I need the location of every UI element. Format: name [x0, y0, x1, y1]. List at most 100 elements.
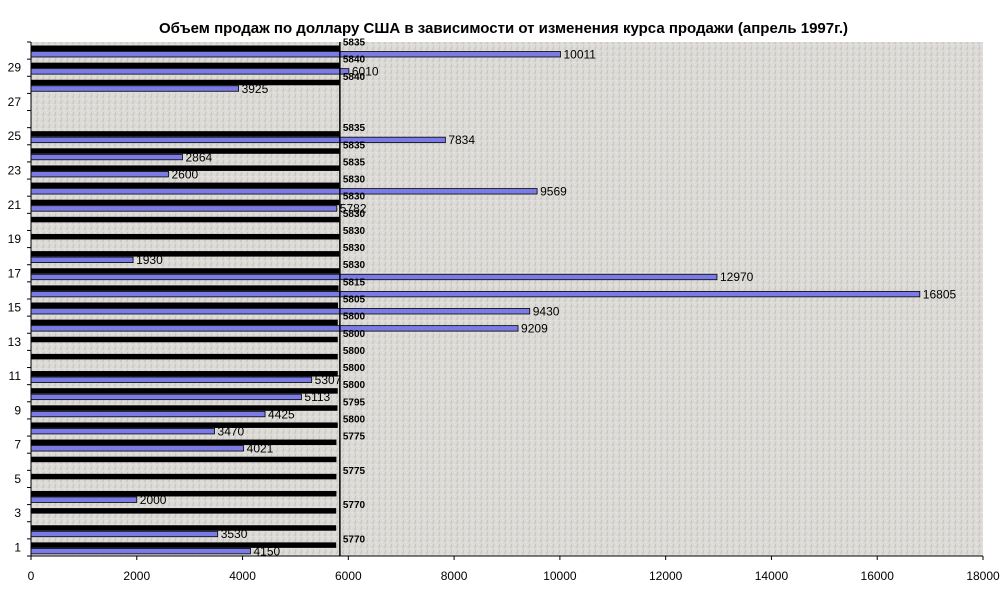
- y-tick-label: 23: [8, 164, 22, 178]
- volume-bar-21: [30, 205, 338, 212]
- rate-bar-20: [31, 216, 340, 223]
- rate-label: 5830: [343, 192, 366, 203]
- plot-area: [31, 42, 983, 556]
- volume-bar-4: [30, 496, 138, 503]
- y-tick-label: 19: [8, 232, 22, 246]
- rate-bar-8: [31, 422, 338, 428]
- volume-label: 4150: [253, 544, 280, 558]
- y-tick-label: 29: [8, 61, 22, 75]
- volume-label: 9569: [540, 185, 567, 199]
- rate-label: 5800: [343, 380, 366, 391]
- volume-bar-2: [30, 530, 219, 538]
- volume-bar-23: [30, 171, 169, 178]
- rate-label: 5800: [343, 363, 366, 374]
- volume-bar-11: [30, 376, 313, 383]
- y-tick-label: 27: [8, 95, 22, 109]
- y-tick-label: 1: [14, 540, 21, 554]
- volume-label: 10011: [563, 48, 596, 62]
- volume-bar-10: [30, 393, 302, 401]
- volume-bar-18: [30, 256, 134, 264]
- volume-label: 2000: [140, 493, 167, 507]
- volume-bar-25: [30, 136, 446, 144]
- rate-bar-9: [31, 405, 338, 411]
- volume-bar-22: [30, 188, 538, 195]
- rate-label: 5830: [343, 209, 366, 220]
- rate-bar-1: [31, 542, 337, 548]
- y-tick-label: 7: [14, 438, 21, 452]
- chart-title: Объем продаж по доллару США в зависимост…: [158, 20, 849, 37]
- rate-bar-30: [31, 45, 340, 51]
- volume-label: 5307: [315, 373, 342, 387]
- volume-bar-7: [30, 445, 245, 452]
- volume-label: 4021: [247, 442, 274, 456]
- rate-bar-10: [31, 388, 338, 394]
- rate-label: 5815: [343, 277, 366, 288]
- volume-label: 5113: [304, 390, 330, 404]
- rate-label: 5775: [343, 466, 366, 477]
- volume-label: 12970: [720, 270, 754, 284]
- rate-bar-18: [31, 251, 340, 257]
- x-tick-label: 14000: [755, 569, 789, 583]
- rate-bar-13: [31, 336, 338, 343]
- rate-label: 5770: [343, 500, 366, 511]
- rate-bar-5: [31, 473, 337, 480]
- rate-bar-4: [31, 490, 337, 497]
- y-tick-label: 25: [8, 129, 22, 143]
- volume-label: 1930: [136, 253, 163, 267]
- y-tick-label: 11: [9, 369, 22, 383]
- rate-label: 5830: [343, 243, 366, 254]
- rate-label: 5830: [343, 260, 366, 271]
- rate-bar-24: [31, 148, 340, 154]
- x-tick-label: 10000: [543, 569, 577, 583]
- volume-bar-16: [30, 290, 921, 298]
- y-tick-label: 17: [8, 266, 22, 280]
- y-tick-label: 9: [14, 403, 21, 417]
- rate-label: 5835: [343, 157, 366, 168]
- rate-label: 5805: [343, 295, 366, 306]
- y-tick-label: 13: [8, 335, 22, 349]
- rate-label: 5835: [343, 123, 366, 134]
- volume-label: 4425: [268, 407, 295, 421]
- rate-bar-6: [31, 456, 337, 463]
- volume-label: 2864: [185, 150, 212, 164]
- x-tick-label: 8000: [441, 569, 468, 583]
- x-tick-label: 18000: [966, 569, 1000, 583]
- rate-bar-15: [31, 302, 339, 308]
- rate-label: 5840: [343, 72, 366, 83]
- volume-bar-30: [30, 51, 561, 58]
- rate-label: 5835: [343, 38, 366, 49]
- volume-bar-15: [30, 308, 531, 315]
- volume-bar-8: [30, 428, 215, 435]
- y-tick-label: 15: [8, 301, 22, 315]
- rate-label: 5835: [343, 140, 366, 151]
- y-tick-label: 3: [14, 506, 21, 520]
- rate-bar-29: [31, 62, 340, 69]
- x-tick-label: 12000: [649, 569, 683, 583]
- volume-bar-29: [30, 68, 350, 75]
- volume-label: 5782: [340, 202, 367, 216]
- volume-label: 6010: [352, 65, 379, 79]
- volume-label: 9209: [521, 322, 548, 336]
- x-tick-label: 16000: [861, 569, 895, 583]
- rate-bar-19: [31, 233, 340, 240]
- volume-label: 16805: [923, 287, 957, 301]
- volume-label: 7834: [448, 133, 475, 147]
- rate-bar-2: [31, 525, 337, 531]
- rate-bar-7: [31, 439, 337, 446]
- volume-label: 2600: [172, 167, 199, 181]
- volume-bar-24: [30, 153, 183, 161]
- rate-bar-12: [31, 353, 338, 360]
- rate-bar-16: [31, 285, 339, 291]
- rate-bar-17: [31, 268, 340, 274]
- rate-label: 5840: [343, 55, 366, 66]
- x-tick-label: 2000: [123, 569, 150, 583]
- rate-label: 5800: [343, 414, 366, 425]
- volume-label: 3470: [218, 424, 245, 438]
- volume-bar-17: [30, 273, 718, 281]
- x-tick-label: 0: [28, 569, 35, 583]
- rate-bar-25: [31, 131, 340, 137]
- rate-bar-21: [31, 199, 340, 206]
- rate-label: 5770: [343, 534, 366, 545]
- y-tick-label: 21: [8, 198, 22, 212]
